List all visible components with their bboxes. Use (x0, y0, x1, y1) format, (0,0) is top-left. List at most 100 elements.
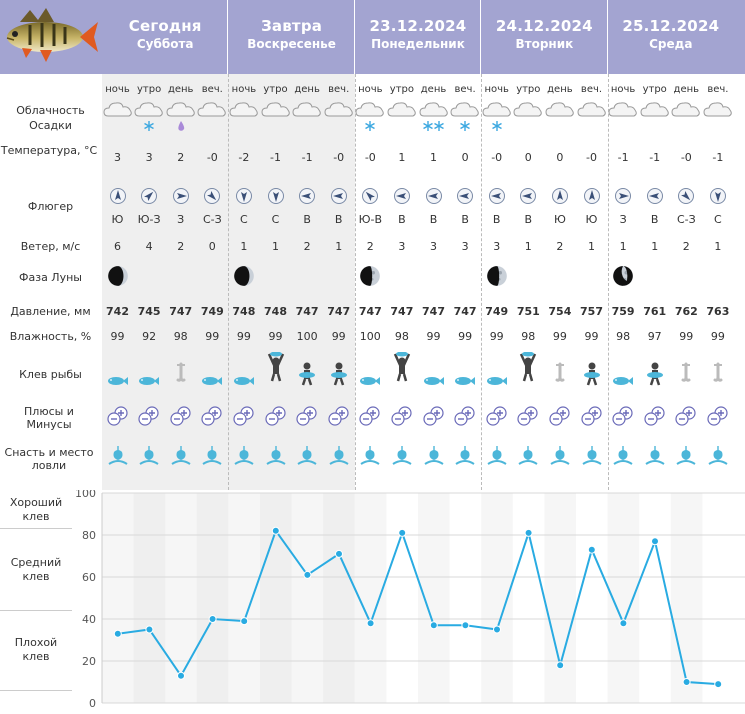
plus-minus-icon[interactable] (134, 405, 165, 429)
temperature-value: -1 (301, 151, 313, 164)
tackle-icon[interactable] (386, 444, 417, 468)
temperature-value: 3 (145, 151, 153, 164)
plus-minus-icon[interactable] (544, 405, 575, 429)
cloud-icon (386, 100, 417, 118)
tackle-icon[interactable] (481, 444, 512, 468)
temperature-value: -2 (238, 151, 250, 164)
wind-direction: В (492, 213, 501, 226)
moon-phase-icon (228, 264, 259, 290)
pressure-value: 742 (106, 305, 129, 318)
cloud-icon (102, 100, 133, 118)
plus-minus-icon[interactable] (608, 405, 639, 429)
tackle-icon[interactable] (323, 444, 354, 468)
tackle-icon[interactable] (228, 444, 259, 468)
humidity-value: 97 (647, 330, 662, 343)
wind-direction: В (303, 213, 311, 226)
plus-minus-icon[interactable] (671, 405, 702, 429)
wind-vane-icon (228, 187, 259, 205)
wind-speed: 3 (493, 240, 501, 253)
bite-data-point (619, 619, 628, 628)
humidity-value: 100 (296, 330, 318, 343)
bite-chart: Хороший клев Средний клев Плохой клев 0 2… (0, 490, 745, 714)
day-header: 25.12.2024 Среда (608, 0, 734, 74)
day-divider (227, 0, 229, 74)
temperature-value: 3 (114, 151, 121, 164)
plus-minus-icon[interactable] (639, 405, 670, 429)
tackle-icon[interactable] (418, 444, 449, 468)
cloud-icon (608, 100, 639, 118)
tackle-icon[interactable] (544, 444, 575, 468)
pressure-value: 754 (548, 305, 572, 318)
fisherman-fish-icon (292, 362, 323, 388)
tackle-icon[interactable] (355, 444, 386, 468)
tackle-icon[interactable] (576, 444, 607, 468)
moon-phase-icon (355, 264, 386, 290)
day-weekday: Среда (649, 37, 693, 51)
plus-minus-icon[interactable] (260, 405, 291, 429)
chart-ylabel-divider (0, 528, 72, 529)
tackle-icon[interactable] (702, 444, 733, 468)
wind-vane-icon (386, 187, 417, 205)
wind-speed: 3 (461, 240, 469, 253)
plus-minus-icon[interactable] (513, 405, 544, 429)
tackle-icon[interactable] (671, 444, 702, 468)
label-bite: Клев рыбы (19, 368, 82, 381)
cloud-icon (260, 100, 291, 118)
temperature-value: -0 (333, 151, 345, 164)
cloud-icon (513, 100, 544, 118)
plus-minus-icon[interactable] (576, 405, 607, 429)
pressure-value: 762 (674, 305, 698, 318)
plus-minus-icon[interactable] (702, 405, 733, 429)
tackle-icon[interactable] (450, 444, 481, 468)
plus-minus-icon[interactable] (165, 405, 196, 429)
wind-speed: 4 (145, 240, 153, 253)
tackle-icon[interactable] (134, 444, 165, 468)
plus-minus-icon[interactable] (292, 405, 323, 429)
tackle-icon[interactable] (260, 444, 291, 468)
humidity-value: 99 (268, 330, 283, 343)
plus-minus-icon[interactable] (386, 405, 417, 429)
pressure-value: 747 (327, 305, 351, 318)
plus-minus-icon[interactable] (197, 405, 228, 429)
period-label: день (420, 84, 447, 95)
plus-minus-icon[interactable] (481, 405, 512, 429)
wind-vane-icon (418, 187, 449, 205)
humidity-value: 99 (458, 330, 473, 343)
day-weekday: Понедельник (371, 37, 465, 51)
wind-speed: 2 (682, 240, 690, 253)
tackle-icon[interactable] (197, 444, 228, 468)
bite-data-point (177, 671, 185, 680)
pressure-value: 747 (390, 305, 414, 318)
day-divider (353, 0, 355, 74)
plus-minus-icon[interactable] (355, 405, 386, 429)
pressure-value: 749 (485, 305, 509, 318)
humidity-value: 99 (110, 330, 125, 343)
tackle-icon[interactable] (165, 444, 196, 468)
wind-vane-icon (260, 187, 291, 205)
plus-minus-icon[interactable] (418, 405, 449, 429)
tackle-icon[interactable] (292, 444, 323, 468)
wind-vane-icon (197, 187, 228, 205)
wind-direction: С (271, 213, 280, 226)
pressure-value: 749 (200, 305, 224, 318)
temperature-value: -0 (206, 151, 218, 164)
humidity-value: 99 (205, 330, 220, 343)
plus-minus-icon[interactable] (323, 405, 354, 429)
cloud-icon (134, 100, 165, 118)
label-moon: Фаза Луны (19, 271, 82, 284)
plus-minus-icon[interactable] (228, 405, 259, 429)
wind-speed: 2 (303, 240, 311, 253)
snow-icon (481, 120, 512, 134)
tackle-icon[interactable] (513, 444, 544, 468)
plus-minus-icon[interactable] (102, 405, 133, 429)
tackle-icon[interactable] (639, 444, 670, 468)
bite-data-point (303, 570, 312, 579)
plus-minus-icon[interactable] (450, 405, 481, 429)
wind-vane-icon (134, 187, 165, 205)
moon-phase-icon (481, 264, 512, 290)
tackle-icon[interactable] (102, 444, 133, 468)
chart-ytick-label: 0 (89, 697, 96, 710)
tackle-icon[interactable] (608, 444, 639, 468)
day-divider (228, 74, 230, 490)
humidity-value: 99 (552, 330, 567, 343)
